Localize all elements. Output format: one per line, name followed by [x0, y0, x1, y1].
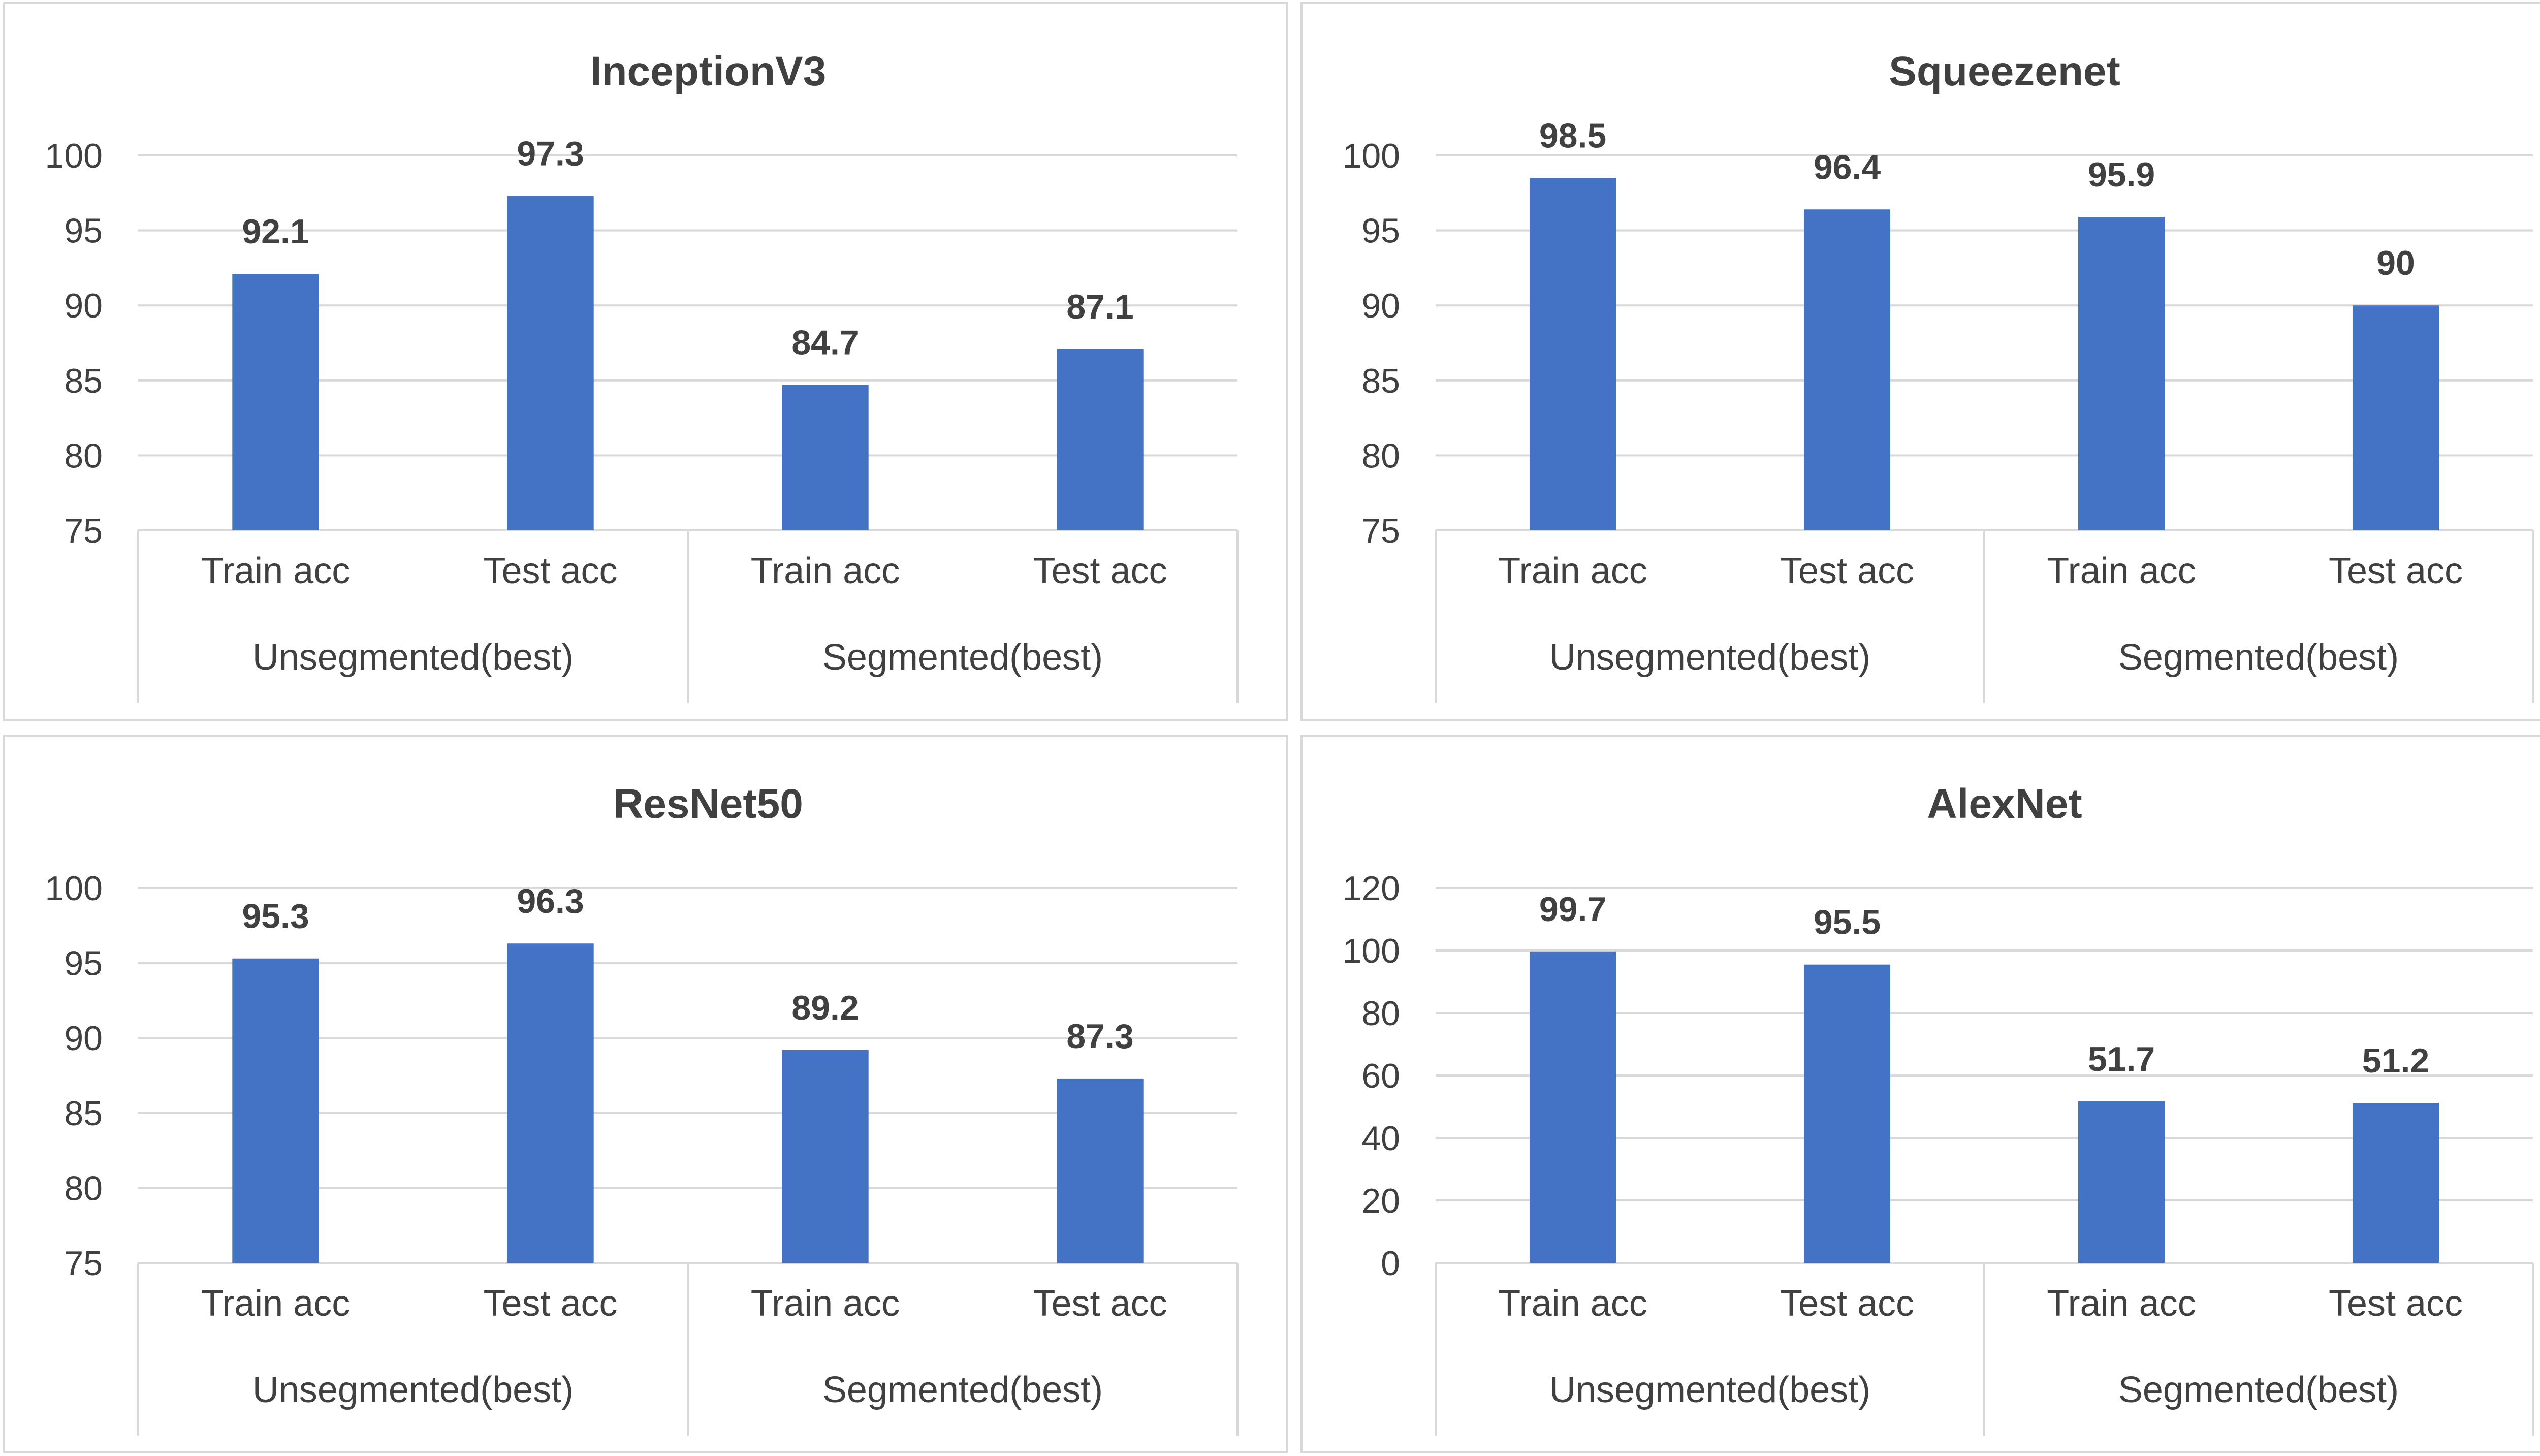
alexnet-group-label: Segmented(best) — [2118, 1370, 2399, 1410]
squeezenet-ytick-label: 85 — [1361, 362, 1400, 400]
squeezenet-bar — [2352, 305, 2439, 530]
squeezenet-category-label: Test acc — [2329, 551, 2463, 591]
squeezenet-ytick-label: 100 — [1343, 137, 1400, 175]
squeezenet-group-label: Segmented(best) — [2118, 637, 2399, 678]
alexnet-data-label: 99.7 — [1539, 890, 1606, 929]
resnet50-ytick-label: 80 — [64, 1169, 103, 1208]
inceptionv3-ytick-label: 95 — [64, 212, 103, 250]
inceptionv3-data-label: 97.3 — [517, 135, 584, 173]
inceptionv3-ytick-label: 85 — [64, 362, 103, 400]
inceptionv3-data-label: 92.1 — [242, 212, 309, 251]
alexnet-ytick-label: 80 — [1361, 994, 1400, 1033]
squeezenet-category-label: Test acc — [1780, 551, 1914, 591]
resnet50-bar — [1057, 1078, 1144, 1263]
alexnet-data-label: 51.7 — [2088, 1040, 2155, 1079]
squeezenet-category-label: Train acc — [1498, 551, 1647, 591]
resnet50-title: ResNet50 — [613, 781, 803, 827]
squeezenet-ytick-label: 80 — [1361, 436, 1400, 475]
inceptionv3-group-label: Segmented(best) — [822, 637, 1103, 678]
squeezenet-ytick-label: 95 — [1361, 212, 1400, 250]
inceptionv3-category-label: Test acc — [1033, 551, 1167, 591]
inceptionv3-ytick-label: 100 — [45, 137, 103, 175]
resnet50-category-label: Train acc — [751, 1283, 900, 1324]
resnet50-group-label: Unsegmented(best) — [252, 1370, 574, 1410]
squeezenet-category-label: Train acc — [2047, 551, 2196, 591]
chart-svg-squeezenet: Squeezenet 75 80 85 90 95 100 98.5 Train acc 96.4… — [1343, 48, 2534, 703]
inceptionv3-title: InceptionV3 — [590, 48, 827, 94]
resnet50-ytick-label: 90 — [64, 1019, 103, 1058]
inceptionv3-bar — [507, 196, 594, 531]
squeezenet-bar — [2078, 217, 2165, 531]
inceptionv3-category-label: Test acc — [483, 551, 617, 591]
resnet50-bar — [232, 958, 319, 1263]
inceptionv3-group-label: Unsegmented(best) — [252, 637, 574, 678]
alexnet-bar — [1529, 951, 1616, 1263]
inceptionv3-data-label: 87.1 — [1066, 288, 1133, 326]
inceptionv3-category-label: Train acc — [751, 551, 900, 591]
resnet50-data-label: 96.3 — [517, 882, 584, 921]
resnet50-ytick-label: 100 — [45, 869, 103, 908]
alexnet-category-label: Test acc — [1780, 1283, 1914, 1324]
chart-panel-resnet50: ResNet50 75 80 85 90 95 100 95.3 Train acc 96.3 Te… — [3, 735, 1288, 1453]
alexnet-bar — [2352, 1103, 2439, 1263]
squeezenet-ytick-label: 75 — [1361, 512, 1400, 550]
squeezenet-title: Squeezenet — [1889, 48, 2120, 94]
resnet50-data-label: 89.2 — [791, 989, 859, 1027]
alexnet-ytick-label: 20 — [1361, 1182, 1400, 1220]
inceptionv3-ytick-label: 90 — [64, 287, 103, 325]
inceptionv3-bar — [782, 385, 869, 530]
squeezenet-bar — [1529, 178, 1616, 530]
chart-panel-inceptionv3: InceptionV3 75 80 85 90 95 100 92.1 Train acc 97.… — [3, 2, 1288, 721]
resnet50-bar — [507, 943, 594, 1263]
inceptionv3-category-label: Train acc — [201, 551, 350, 591]
alexnet-category-label: Train acc — [2047, 1283, 2196, 1324]
alexnet-group-label: Unsegmented(best) — [1549, 1370, 1870, 1410]
alexnet-bar — [1803, 964, 1891, 1263]
resnet50-data-label: 95.3 — [242, 897, 309, 936]
inceptionv3-bar — [1057, 349, 1144, 530]
resnet50-ytick-label: 85 — [64, 1094, 103, 1133]
chart-panel-alexnet: AlexNet 0 20 40 60 80 100 120 99.7 Train acc 95.5 T… — [1300, 735, 2540, 1453]
chart-svg-resnet50: ResNet50 75 80 85 90 95 100 95.3 Train acc 96.3 Te… — [45, 781, 1239, 1436]
alexnet-bar — [2078, 1101, 2165, 1263]
resnet50-ytick-label: 95 — [64, 944, 103, 983]
resnet50-category-label: Train acc — [201, 1283, 350, 1324]
squeezenet-data-label: 90 — [2376, 244, 2415, 282]
alexnet-ytick-label: 100 — [1343, 932, 1400, 970]
resnet50-group-label: Segmented(best) — [822, 1370, 1103, 1410]
alexnet-data-label: 95.5 — [1814, 903, 1881, 942]
alexnet-ytick-label: 40 — [1361, 1119, 1400, 1158]
alexnet-ytick-label: 0 — [1381, 1244, 1400, 1283]
squeezenet-data-label: 98.5 — [1539, 116, 1606, 155]
inceptionv3-ytick-label: 75 — [64, 512, 103, 550]
resnet50-category-label: Test acc — [1033, 1283, 1167, 1324]
inceptionv3-bar — [232, 274, 319, 530]
inceptionv3-data-label: 84.7 — [791, 324, 859, 362]
resnet50-ytick-label: 75 — [64, 1244, 103, 1283]
alexnet-ytick-label: 60 — [1361, 1057, 1400, 1095]
squeezenet-data-label: 95.9 — [2088, 155, 2155, 194]
resnet50-data-label: 87.3 — [1066, 1017, 1133, 1056]
squeezenet-bar — [1803, 209, 1891, 531]
resnet50-bar — [782, 1050, 869, 1263]
squeezenet-ytick-label: 90 — [1361, 287, 1400, 325]
inceptionv3-ytick-label: 80 — [64, 436, 103, 475]
alexnet-category-label: Test acc — [2329, 1283, 2463, 1324]
alexnet-ytick-label: 120 — [1343, 869, 1400, 908]
squeezenet-group-label: Unsegmented(best) — [1549, 637, 1870, 678]
alexnet-title: AlexNet — [1927, 781, 2082, 827]
squeezenet-data-label: 96.4 — [1814, 148, 1881, 186]
chart-svg-alexnet: AlexNet 0 20 40 60 80 100 120 99.7 Train acc 95.5 T… — [1343, 781, 2534, 1436]
resnet50-category-label: Test acc — [483, 1283, 617, 1324]
alexnet-category-label: Train acc — [1498, 1283, 1647, 1324]
alexnet-data-label: 51.2 — [2362, 1041, 2429, 1080]
chart-svg-inceptionv3: InceptionV3 75 80 85 90 95 100 92.1 Train acc 97.… — [45, 48, 1239, 703]
chart-panel-squeezenet: Squeezenet 75 80 85 90 95 100 98.5 Train acc 96.4… — [1300, 2, 2540, 721]
